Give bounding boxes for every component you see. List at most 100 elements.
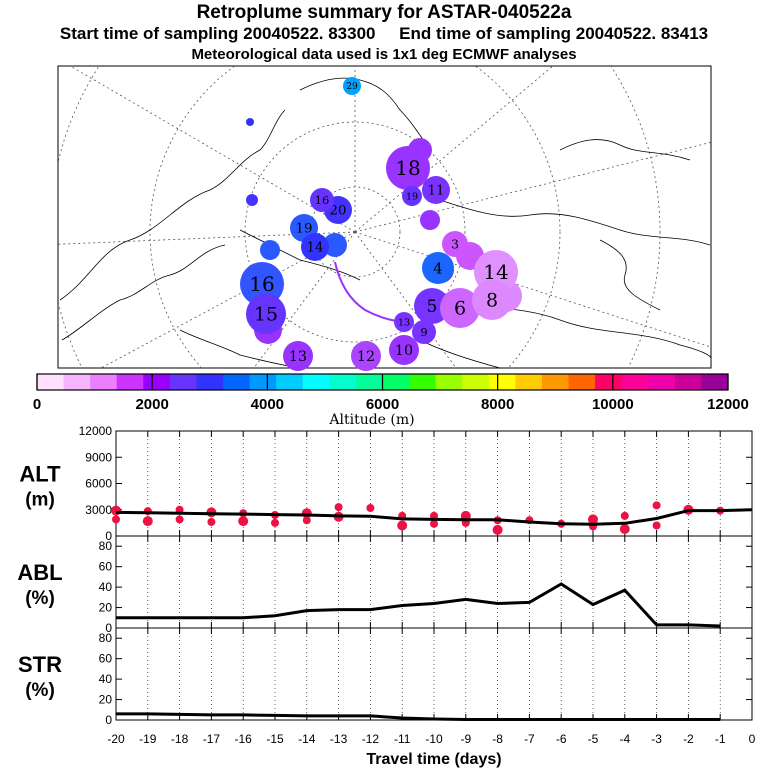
colorbar-segment [302, 374, 330, 390]
colorbar-tick-label: 2000 [135, 396, 168, 413]
cluster-marker: 18 [386, 146, 430, 190]
y-tick-label: 12000 [79, 424, 113, 438]
cluster-label: 12 [357, 349, 375, 365]
cluster-circle [422, 176, 450, 204]
cluster-label: 19 [406, 191, 418, 202]
time-series-panels: 030006000900012000ALT(m)020406080ABL(%)0… [17, 424, 755, 768]
altitude-point [207, 518, 216, 526]
altitude-point [111, 505, 121, 516]
altitude-point [652, 521, 661, 530]
y-tick-label: 0 [105, 529, 112, 543]
panel-abl: 0 20 40 60 80 ABL (%) [17, 535, 753, 635]
colorbar-segment [621, 374, 649, 390]
small-marker [246, 118, 254, 126]
map-graticule [58, 66, 711, 368]
cluster-circle [310, 188, 334, 212]
panel-str: 0 20 40 60 80 STR (%) [18, 627, 753, 727]
x-tick-label: -4 [619, 732, 630, 746]
cluster-label: 29 [346, 82, 358, 92]
cluster-circle [246, 294, 286, 334]
x-tick-label: 0 [749, 732, 756, 746]
cluster-label: 3 [451, 237, 459, 251]
x-axis-label: Travel time (days) [366, 751, 501, 768]
cluster-marker: 29 [343, 77, 361, 95]
x-axis: -20 -19 -18 -17 -16 -15 -14 -13 -12 -11 -10 -9 -8 -7-… [107, 732, 755, 768]
start-time-label: Start time of sampling 20040522. 83300 [59, 24, 376, 43]
colorbar-segment [435, 374, 463, 390]
end-time-label: End time of sampling 20040522. 83413 [399, 24, 709, 43]
x-tick-label: -19 [139, 732, 157, 746]
y-tick-label: 3000 [85, 503, 112, 517]
map-panel: 2918111920161914324145681615131210913 [57, 65, 712, 371]
x-tick-label: -15 [266, 732, 284, 746]
cluster-label: 13 [289, 349, 307, 365]
altitude-point [142, 516, 153, 527]
cluster-marker: 4 [422, 252, 454, 284]
x-tick-label: -12 [362, 732, 380, 746]
altitude-point [430, 519, 438, 528]
y-tick-label: 6000 [85, 477, 112, 491]
cluster-circle [442, 231, 468, 257]
y-tick-label: 0 [105, 713, 112, 727]
cluster-marker: 16 [310, 188, 334, 212]
colorbar-segment [568, 374, 596, 390]
cluster-marker: 15 [246, 294, 286, 334]
cluster-marker: 5 [414, 288, 450, 324]
cluster-marker: 10 [389, 335, 419, 365]
altitude-point [271, 518, 279, 527]
altitude-point [302, 516, 311, 525]
x-tick-label: -14 [298, 732, 316, 746]
cluster-circle [386, 146, 430, 190]
panel-yunit: (%) [25, 680, 55, 701]
altitude-point [397, 520, 408, 531]
cluster-label: 20 [330, 204, 347, 219]
colorbar-segment [90, 374, 118, 390]
cluster-label: 15 [254, 304, 278, 326]
y-tick-label: 40 [99, 580, 113, 594]
cluster-marker: 19 [402, 186, 422, 206]
altitude-colorbar: 0 2000 4000 6000 8000 10000 12000 [33, 373, 749, 413]
chart-title: Retroplume summary for ASTAR-040522a [196, 2, 572, 23]
cluster-label: 13 [398, 317, 410, 328]
cluster-label: 16 [315, 193, 330, 207]
colorbar-tick-label: 10000 [592, 396, 634, 413]
colorbar-segment [355, 374, 383, 390]
altitude-point [366, 504, 375, 512]
y-tick-label: 9000 [85, 450, 112, 464]
altitude-point [588, 514, 598, 525]
colorbar-segment [462, 374, 490, 390]
cluster-marker: 16 [240, 262, 284, 306]
altitude-point [175, 515, 184, 524]
x-tick-label: -6 [556, 732, 567, 746]
colorbar-segment [116, 374, 144, 390]
colorbar-segment [63, 374, 91, 390]
cluster-marker: 13 [283, 341, 313, 371]
colorbar-segment [329, 374, 357, 390]
x-tick-label: -20 [107, 732, 125, 746]
cluster-circle [240, 262, 284, 306]
series-line [116, 582, 721, 628]
cluster-marker: 12 [351, 341, 381, 371]
colorbar-segment [595, 374, 623, 390]
y-tick-label: 60 [99, 652, 113, 666]
cluster-marker: 14 [301, 233, 329, 261]
colorbar-tick-label: 0 [33, 396, 41, 413]
colorbar-label: Altitude (m) [328, 412, 414, 428]
cluster-marker: 3 [442, 231, 468, 257]
cluster-circle [440, 288, 480, 328]
colorbar-segment [276, 374, 304, 390]
sampling-times: Start time of sampling 20040522. 83300 E… [0, 24, 768, 44]
x-tick-label: -2 [683, 732, 694, 746]
x-tick-label: -16 [235, 732, 253, 746]
colorbar-segment [674, 374, 702, 390]
colorbar-segment [488, 374, 516, 390]
panel-yunit: (m) [25, 490, 55, 511]
cluster-circle [283, 341, 313, 371]
cluster-label: 4 [433, 259, 443, 277]
cluster-marker: 8 [472, 280, 512, 320]
colorbar-segment [648, 374, 676, 390]
panel-frame [115, 535, 753, 629]
cluster-marker: 11 [422, 176, 450, 204]
x-tick-label: -11 [394, 732, 411, 746]
